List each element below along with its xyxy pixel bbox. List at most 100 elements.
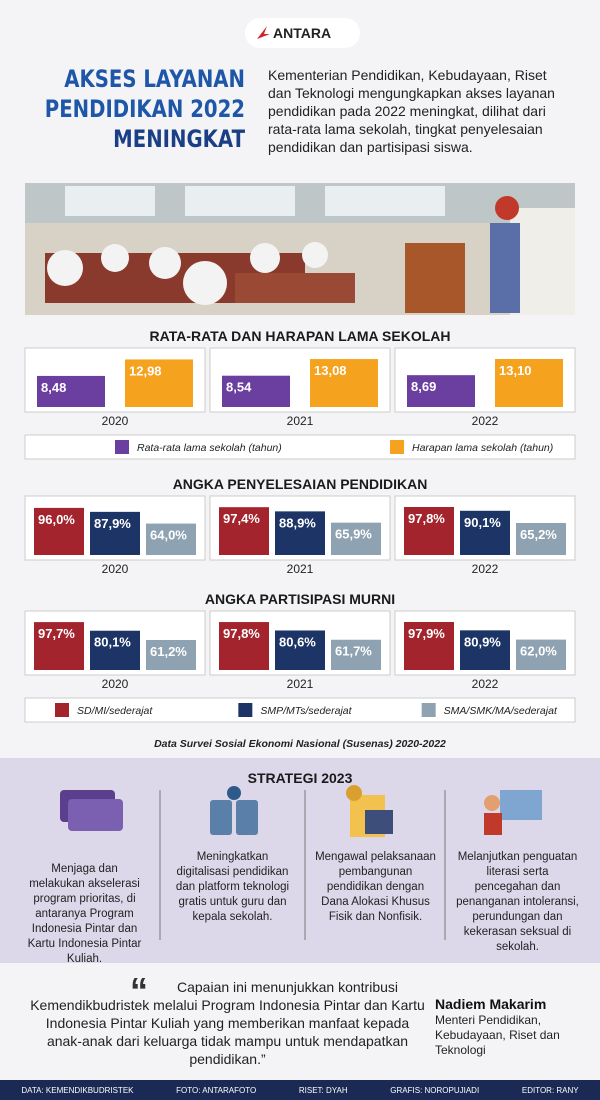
bar (34, 507, 84, 555)
bar (90, 511, 140, 555)
value-label: 64,0% (150, 528, 187, 543)
category-label: 2022 (472, 414, 499, 428)
chart-title: ANGKA PENYELESAIAN PENDIDIKAN (172, 476, 428, 492)
logo-icon (257, 26, 270, 39)
chart-title: RATA-RATA DAN HARAPAN LAMA SEKOLAH (149, 328, 451, 344)
quote-mark: “ (130, 970, 148, 1011)
bar (310, 359, 378, 407)
value-label: 80,1% (94, 635, 131, 650)
legend-swatch (115, 440, 129, 454)
bar (331, 639, 381, 670)
bar (219, 507, 269, 555)
credit: GRAFIS: NOROPUJIADI (390, 1085, 480, 1095)
legend-label: SMP/MTs/sederajat (260, 705, 352, 717)
value-label: 88,9% (279, 515, 316, 530)
legend-label: Rata-rata lama sekolah (tahun) (137, 442, 282, 454)
bar (331, 522, 381, 555)
value-label: 97,7% (38, 626, 75, 641)
title-line: PENDIDIKAN 2022 (44, 95, 245, 123)
legend-swatch (421, 703, 436, 717)
bar (275, 630, 325, 670)
bar (222, 375, 290, 407)
bar (404, 622, 454, 670)
footer: DATA: KEMENDIKBUDRISTEK FOTO: ANTARAFOTO R… (0, 1080, 600, 1100)
legend-label: Harapan lama sekolah (tahun) (412, 442, 553, 454)
strategy-item: Melanjutkan penguatan literasi serta pen… (456, 851, 579, 953)
category-label: 2022 (472, 677, 499, 691)
value-label: 61,2% (150, 644, 187, 659)
value-label: 90,1% (464, 515, 501, 530)
category-label: 2021 (287, 414, 314, 428)
bar (37, 375, 105, 407)
legend-swatch (238, 703, 253, 717)
bar (275, 511, 325, 555)
value-label: 13,10 (499, 363, 532, 378)
classroom-photo (25, 183, 575, 315)
bar (125, 359, 193, 407)
logo-text: ANTARA (273, 25, 332, 41)
category-label: 2021 (287, 677, 314, 691)
chart-title: ANGKA PARTISIPASI MURNI (204, 591, 396, 607)
value-label: 12,98 (129, 363, 162, 378)
value-label: 8,48 (41, 380, 66, 395)
value-label: 87,9% (94, 516, 131, 531)
value-label: 80,6% (279, 634, 316, 649)
strategy-item: Meningkatkan digitalisasi pendidikan dan… (175, 851, 290, 923)
bar (219, 622, 269, 670)
bar (460, 510, 510, 555)
bar (407, 375, 475, 407)
value-label: 80,9% (464, 634, 501, 649)
legend-box (24, 697, 576, 723)
value-label: 61,7% (335, 644, 372, 659)
credit: RISET: DYAH (298, 1085, 348, 1095)
bar (146, 639, 196, 670)
category-label: 2020 (102, 414, 129, 428)
chart: 2020 97,7% 80,1% 61,2% 2021 97,8% 80,6% 61,7% 20… (24, 610, 576, 723)
category-label: 2020 (102, 677, 129, 691)
quote-name: Nadiem Makarim (435, 996, 547, 1012)
title-line: MENINGKAT (113, 125, 246, 153)
legend-swatch (390, 440, 404, 454)
strategy-item: Mengawal pelaksanaan pembangunan pendidi… (315, 851, 436, 923)
strategy-dividers (159, 790, 446, 940)
chart: 2020 8,48 12,98 2021 8,54 13,08 2022 8,69 13,10 R… (24, 347, 576, 460)
bar (404, 507, 454, 555)
title-line: AKSES LAYANAN (64, 65, 245, 93)
value-label: 65,2% (520, 527, 557, 542)
chart: 2020 96,0% 87,9% 64,0% 2021 97,4% 88,9% 65,9% 20… (24, 495, 576, 576)
legend-label: SD/MI/sederajat (77, 705, 153, 717)
value-label: 97,8% (223, 626, 260, 641)
credit: DATA: KEMENDIKBUDRISTEK (21, 1085, 134, 1095)
value-label: 97,4% (223, 511, 260, 526)
legend-swatch (55, 703, 69, 717)
source: Data Survei Sosial Ekonomi Nasional (Sus… (154, 738, 446, 750)
value-label: 96,0% (38, 512, 75, 527)
value-label: 8,69 (411, 379, 436, 394)
strategy-item: Menjaga dan melakukan akselerasi program… (27, 863, 142, 965)
credit: EDITOR: RANY (521, 1085, 579, 1095)
value-label: 62,0% (520, 644, 557, 659)
strategy-icons (60, 785, 542, 837)
bar (34, 622, 84, 670)
category-label: 2021 (287, 562, 314, 576)
bar (146, 523, 196, 555)
logo-pill: ANTARA (245, 18, 360, 48)
value-label: 65,9% (335, 527, 372, 542)
bar (495, 359, 563, 407)
quote-role: Menteri Pendidikan, Kebudayaan, Riset da… (435, 1013, 560, 1057)
value-label: 13,08 (314, 363, 347, 378)
category-label: 2020 (102, 562, 129, 576)
bar (516, 639, 566, 670)
bar (516, 523, 566, 555)
legend-label: SMA/SMK/MA/sederajat (444, 705, 558, 717)
title: AKSES LAYANAN PENDIDIKAN 2022 MENINGKAT (0, 64, 245, 154)
bar (90, 630, 140, 670)
category-label: 2022 (472, 562, 499, 576)
intro: Kementerian Pendidikan, Kebudayaan, Rise… (268, 67, 555, 155)
value-label: 97,8% (408, 511, 445, 526)
credit: FOTO: ANTARAFOTO (176, 1085, 257, 1095)
value-label: 8,54 (226, 380, 252, 395)
quote-text: Capaian ini menunjukkan kontribusi Kemen… (30, 979, 425, 1067)
strategy-title: STRATEGI 2023 (247, 770, 353, 786)
